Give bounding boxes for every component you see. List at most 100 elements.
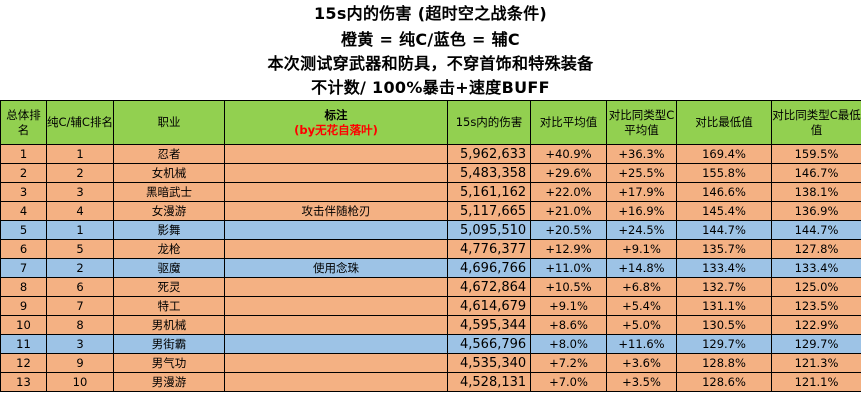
cell-vs-type-min[interactable]: 123.5% bbox=[771, 296, 861, 316]
cell-vs-min[interactable]: 155.8% bbox=[676, 163, 772, 183]
cell-vs-avg[interactable]: +40.9% bbox=[530, 144, 607, 164]
cell-job[interactable]: 龙枪 bbox=[113, 239, 225, 259]
cell-type-rank[interactable]: 6 bbox=[46, 277, 114, 297]
col-damage[interactable]: 15s内的伤害 bbox=[447, 100, 531, 145]
cell-job[interactable]: 男机械 bbox=[113, 315, 225, 335]
cell-type-rank[interactable]: 7 bbox=[46, 296, 114, 316]
col-overall-rank[interactable]: 总体排名 bbox=[0, 100, 47, 145]
col-vs-avg[interactable]: 对比平均值 bbox=[530, 100, 607, 145]
cell-damage[interactable]: 5,117,665 bbox=[447, 201, 531, 221]
cell-type-rank[interactable]: 1 bbox=[46, 144, 114, 164]
cell-rank[interactable]: 3 bbox=[0, 182, 47, 202]
cell-vs-type-avg[interactable]: +14.8% bbox=[606, 258, 677, 278]
cell-vs-type-avg[interactable]: +3.6% bbox=[606, 353, 677, 373]
col-job[interactable]: 职业 bbox=[113, 100, 225, 145]
cell-vs-type-min[interactable]: 159.5% bbox=[771, 144, 861, 164]
cell-damage[interactable]: 5,161,162 bbox=[447, 182, 531, 202]
cell-vs-min[interactable]: 131.1% bbox=[676, 296, 772, 316]
cell-vs-avg[interactable]: +20.5% bbox=[530, 220, 607, 240]
cell-note[interactable] bbox=[224, 315, 448, 335]
cell-vs-min[interactable]: 128.6% bbox=[676, 372, 772, 392]
cell-note[interactable] bbox=[224, 372, 448, 392]
cell-job[interactable]: 男街霸 bbox=[113, 334, 225, 354]
cell-damage[interactable]: 4,776,377 bbox=[447, 239, 531, 259]
cell-job[interactable]: 女漫游 bbox=[113, 201, 225, 221]
cell-vs-avg[interactable]: +29.6% bbox=[530, 163, 607, 183]
cell-vs-type-avg[interactable]: +3.5% bbox=[606, 372, 677, 392]
cell-note[interactable] bbox=[224, 353, 448, 373]
cell-vs-avg[interactable]: +8.0% bbox=[530, 334, 607, 354]
cell-vs-min[interactable]: 129.7% bbox=[676, 334, 772, 354]
cell-vs-min[interactable]: 135.7% bbox=[676, 239, 772, 259]
cell-vs-min[interactable]: 145.4% bbox=[676, 201, 772, 221]
cell-type-rank[interactable]: 1 bbox=[46, 220, 114, 240]
cell-rank[interactable]: 2 bbox=[0, 163, 47, 183]
col-note[interactable]: 标注 (by无花自落叶) bbox=[224, 100, 448, 145]
cell-vs-avg[interactable]: +22.0% bbox=[530, 182, 607, 202]
col-type-rank[interactable]: 纯C/辅C排名 bbox=[46, 100, 114, 145]
cell-vs-avg[interactable]: +7.0% bbox=[530, 372, 607, 392]
cell-rank[interactable]: 4 bbox=[0, 201, 47, 221]
cell-vs-type-avg[interactable]: +36.3% bbox=[606, 144, 677, 164]
cell-vs-avg[interactable]: +11.0% bbox=[530, 258, 607, 278]
cell-damage[interactable]: 4,672,864 bbox=[447, 277, 531, 297]
cell-damage[interactable]: 5,483,358 bbox=[447, 163, 531, 183]
cell-job[interactable]: 驱魔 bbox=[113, 258, 225, 278]
cell-vs-type-min[interactable]: 138.1% bbox=[771, 182, 861, 202]
cell-type-rank[interactable]: 5 bbox=[46, 239, 114, 259]
cell-vs-type-min[interactable]: 127.8% bbox=[771, 239, 861, 259]
cell-damage[interactable]: 4,566,796 bbox=[447, 334, 531, 354]
cell-note[interactable] bbox=[224, 163, 448, 183]
cell-rank[interactable]: 13 bbox=[0, 372, 47, 392]
cell-vs-type-min[interactable]: 121.1% bbox=[771, 372, 861, 392]
cell-vs-type-avg[interactable]: +25.5% bbox=[606, 163, 677, 183]
cell-type-rank[interactable]: 8 bbox=[46, 315, 114, 335]
col-vs-min[interactable]: 对比最低值 bbox=[676, 100, 772, 145]
col-vs-type-min[interactable]: 对比同类型C最低值 bbox=[771, 100, 861, 145]
cell-rank[interactable]: 6 bbox=[0, 239, 47, 259]
cell-note[interactable] bbox=[224, 296, 448, 316]
cell-vs-type-min[interactable]: 133.4% bbox=[771, 258, 861, 278]
cell-damage[interactable]: 4,595,344 bbox=[447, 315, 531, 335]
cell-job[interactable]: 女机械 bbox=[113, 163, 225, 183]
cell-note[interactable]: 使用念珠 bbox=[224, 258, 448, 278]
cell-vs-min[interactable]: 146.6% bbox=[676, 182, 772, 202]
cell-damage[interactable]: 4,696,766 bbox=[447, 258, 531, 278]
cell-type-rank[interactable]: 9 bbox=[46, 353, 114, 373]
cell-rank[interactable]: 9 bbox=[0, 296, 47, 316]
cell-vs-type-avg[interactable]: +6.8% bbox=[606, 277, 677, 297]
cell-vs-avg[interactable]: +10.5% bbox=[530, 277, 607, 297]
cell-job[interactable]: 黑暗武士 bbox=[113, 182, 225, 202]
cell-vs-type-avg[interactable]: +9.1% bbox=[606, 239, 677, 259]
cell-rank[interactable]: 11 bbox=[0, 334, 47, 354]
cell-rank[interactable]: 5 bbox=[0, 220, 47, 240]
cell-note[interactable]: 攻击伴随枪刃 bbox=[224, 201, 448, 221]
cell-vs-type-avg[interactable]: +11.6% bbox=[606, 334, 677, 354]
cell-vs-type-min[interactable]: 144.7% bbox=[771, 220, 861, 240]
cell-damage[interactable]: 5,962,633 bbox=[447, 144, 531, 164]
cell-vs-type-min[interactable]: 122.9% bbox=[771, 315, 861, 335]
cell-type-rank[interactable]: 2 bbox=[46, 163, 114, 183]
cell-vs-min[interactable]: 128.8% bbox=[676, 353, 772, 373]
cell-vs-avg[interactable]: +12.9% bbox=[530, 239, 607, 259]
cell-job[interactable]: 特工 bbox=[113, 296, 225, 316]
cell-type-rank[interactable]: 3 bbox=[46, 334, 114, 354]
cell-vs-min[interactable]: 130.5% bbox=[676, 315, 772, 335]
cell-vs-type-min[interactable]: 129.7% bbox=[771, 334, 861, 354]
cell-job[interactable]: 男漫游 bbox=[113, 372, 225, 392]
cell-vs-avg[interactable]: +9.1% bbox=[530, 296, 607, 316]
cell-vs-min[interactable]: 169.4% bbox=[676, 144, 772, 164]
cell-job[interactable]: 死灵 bbox=[113, 277, 225, 297]
cell-rank[interactable]: 8 bbox=[0, 277, 47, 297]
cell-vs-type-avg[interactable]: +17.9% bbox=[606, 182, 677, 202]
cell-vs-type-avg[interactable]: +16.9% bbox=[606, 201, 677, 221]
cell-note[interactable] bbox=[224, 277, 448, 297]
cell-note[interactable] bbox=[224, 239, 448, 259]
cell-type-rank[interactable]: 2 bbox=[46, 258, 114, 278]
cell-rank[interactable]: 7 bbox=[0, 258, 47, 278]
cell-note[interactable] bbox=[224, 182, 448, 202]
cell-note[interactable] bbox=[224, 220, 448, 240]
cell-vs-type-avg[interactable]: +5.0% bbox=[606, 315, 677, 335]
cell-rank[interactable]: 1 bbox=[0, 144, 47, 164]
cell-job[interactable]: 男气功 bbox=[113, 353, 225, 373]
